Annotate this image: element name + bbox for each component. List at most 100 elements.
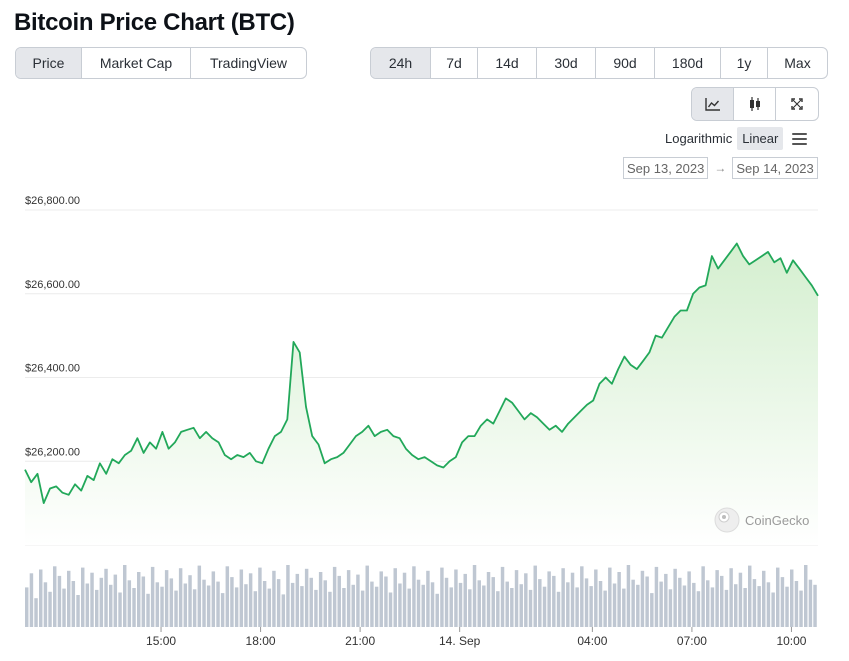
volume-bar — [743, 588, 747, 627]
tab-tradingview[interactable]: TradingView — [209, 55, 288, 71]
volume-bar — [160, 586, 164, 627]
volume-bar — [594, 569, 598, 627]
x-axis: 15:00 18:00 21:00 14. Sep 04:00 07:00 10:00 — [146, 627, 807, 648]
volume-bar — [505, 581, 509, 627]
volume-bar — [477, 580, 481, 627]
volume-bar — [538, 579, 542, 627]
tab-market-cap[interactable]: Market Cap — [82, 48, 191, 78]
volume-bar — [603, 590, 607, 627]
volume-bar — [225, 566, 230, 627]
volume-bar — [328, 591, 332, 627]
volume-bar — [281, 594, 286, 627]
time-range-tabs: 24h 7d 14d 30d 90d 180d 1y Max — [370, 47, 828, 79]
x-tick-label: 07:00 — [677, 634, 707, 648]
volume-bar — [43, 582, 48, 627]
range-max-button[interactable]: Max — [784, 55, 811, 71]
volume-bar — [365, 565, 369, 627]
volume-bar — [90, 572, 94, 627]
x-tick-label: 21:00 — [345, 634, 375, 648]
volume-bar — [720, 575, 724, 627]
volume-bar — [146, 593, 150, 627]
volume-bar — [435, 593, 439, 627]
tab-price[interactable]: Price — [16, 48, 82, 78]
volume-bar — [169, 578, 174, 627]
volume-bar — [141, 576, 146, 627]
volume-bar — [276, 579, 281, 627]
volume-bar — [351, 584, 355, 627]
volume-bar — [62, 588, 66, 627]
volume-bar — [230, 577, 234, 627]
volume-bar — [533, 565, 537, 627]
volume-bar — [561, 568, 565, 627]
range-90d-button[interactable]: 90d — [596, 48, 655, 78]
volume-bar — [407, 588, 411, 627]
volume-bar — [174, 590, 178, 627]
volume-bar — [762, 570, 766, 627]
volume-bar — [692, 582, 696, 627]
fullscreen-button[interactable] — [776, 88, 818, 120]
volume-bar — [780, 577, 785, 627]
volume-bar — [608, 567, 612, 627]
volume-bar — [547, 571, 551, 627]
volume-bar — [192, 589, 197, 627]
volume-bar — [748, 565, 752, 627]
volume-bar — [426, 570, 430, 627]
y-tick-label: $26,200.00 — [25, 446, 80, 458]
price-line — [24, 242, 819, 504]
volume-bar — [524, 573, 528, 627]
start-date-input[interactable]: Sep 13, 2023 — [623, 157, 709, 179]
volume-bar — [85, 583, 90, 627]
linear-option[interactable]: Linear — [737, 127, 784, 150]
volume-bar — [631, 579, 635, 627]
volume-bar — [244, 584, 248, 627]
volume-bar — [500, 566, 505, 627]
volume-bar — [99, 577, 104, 627]
volume-bar — [197, 565, 202, 627]
volume-bar — [799, 590, 803, 627]
volume-bar — [29, 573, 34, 627]
menu-icon[interactable] — [792, 132, 808, 145]
volume-bar — [309, 577, 313, 627]
volume-bar — [295, 573, 300, 627]
volume-bar — [752, 579, 757, 627]
volume-bar — [402, 572, 407, 627]
volume-bar — [67, 570, 71, 627]
x-tick-label: 04:00 — [577, 634, 607, 648]
range-14d-button[interactable]: 14d — [478, 48, 537, 78]
price-area — [25, 243, 818, 545]
y-tick-label: $26,400.00 — [25, 363, 80, 375]
range-1y-button[interactable]: 1y — [721, 48, 768, 78]
volume-bar — [430, 582, 435, 627]
volume-bar — [580, 566, 584, 627]
volume-bar — [412, 566, 416, 627]
volume-bar — [468, 589, 472, 627]
volume-bar — [496, 591, 500, 627]
volume-bar — [771, 592, 775, 627]
candlestick-button[interactable] — [734, 88, 776, 120]
volume-bar — [323, 580, 327, 627]
volume-bar — [575, 587, 579, 627]
range-7d-button[interactable]: 7d — [431, 48, 478, 78]
volume-bar — [724, 589, 729, 627]
volume-bar — [57, 575, 62, 627]
volume-bar — [808, 579, 813, 627]
volume-bar — [556, 591, 561, 627]
logarithmic-option[interactable]: Logarithmic — [665, 131, 733, 146]
volume-bar — [682, 585, 687, 627]
y-tick-label: $26,600.00 — [25, 279, 80, 291]
volume-bar — [570, 572, 575, 627]
volume-bar — [127, 580, 132, 627]
end-date-input[interactable]: Sep 14, 2023 — [732, 157, 818, 179]
volume-bar — [318, 572, 323, 627]
range-24h-button[interactable]: 24h — [371, 48, 431, 78]
volume-bar — [757, 586, 761, 627]
volume-bar — [668, 589, 673, 627]
volume-bar — [696, 591, 701, 627]
range-30d-button[interactable]: 30d — [537, 48, 596, 78]
line-chart-button[interactable] — [692, 88, 734, 120]
volume-bar — [701, 566, 705, 627]
range-180d-button[interactable]: 180d — [655, 48, 721, 78]
gecko-logo-icon — [714, 507, 740, 533]
volume-bar — [202, 579, 206, 627]
volume-bar — [248, 573, 253, 627]
